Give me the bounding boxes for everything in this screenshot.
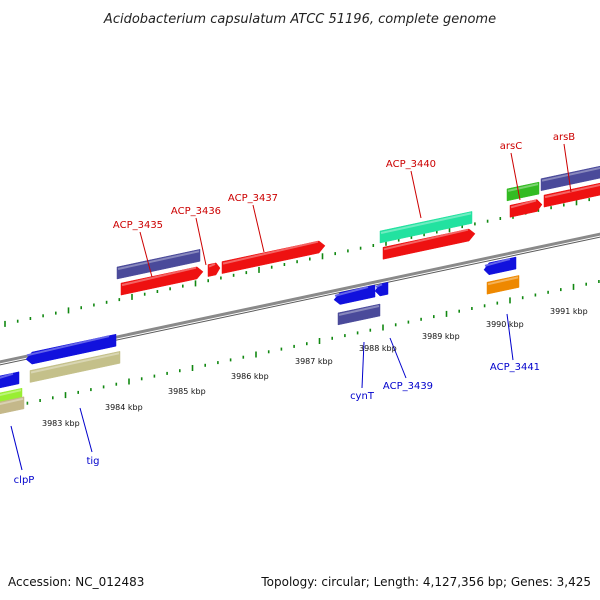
kbp-label: 3989 kbp <box>422 332 460 341</box>
gene-highlight <box>338 305 380 316</box>
gene-highlight <box>30 352 120 374</box>
gene-label-acp3435[interactable]: ACP_3435 <box>113 220 163 231</box>
gene-highlight <box>121 266 197 287</box>
label-leader-lines <box>10 143 572 471</box>
label-leader-line <box>361 341 365 389</box>
gene-highlight <box>334 286 369 297</box>
gene-features <box>0 165 600 415</box>
gene-highlight <box>0 397 24 406</box>
label-leader-line <box>195 217 207 266</box>
gene-highlight <box>0 372 14 379</box>
gene-label-cynt[interactable]: cynT <box>350 391 375 402</box>
gene-tig[interactable] <box>25 333 117 365</box>
gene-label-arsb[interactable]: arsB <box>553 132 575 143</box>
gene-acp-3441-cog[interactable] <box>486 275 520 295</box>
map-title: Acidobacterium capsulatum ATCC 51196, co… <box>103 12 496 27</box>
kbp-label: 3987 kbp <box>295 357 333 366</box>
gene-tig-cog[interactable] <box>29 350 121 383</box>
gene-highlight <box>208 263 216 268</box>
gene-acp-3437[interactable] <box>221 240 326 274</box>
gene-highlight <box>0 389 22 397</box>
accession-text: Accession: NC_012483 <box>8 575 144 589</box>
gene-highlight <box>544 183 600 199</box>
label-leader-line <box>506 313 514 361</box>
tick-marks <box>1 198 600 412</box>
kbp-label: 3983 kbp <box>42 419 80 428</box>
gene-label-acp3436[interactable]: ACP_3436 <box>171 206 221 217</box>
gene-clpp-cog2[interactable] <box>0 396 25 415</box>
label-leader-line <box>139 231 153 278</box>
label-leader-line <box>252 204 265 253</box>
gene-highlight <box>484 258 511 267</box>
label-leader-line <box>410 170 422 219</box>
label-leader-line <box>10 425 23 471</box>
kbp-label: 3984 kbp <box>105 403 143 412</box>
gene-label-acp3440[interactable]: ACP_3440 <box>386 159 436 170</box>
gene-label-tig[interactable]: tig <box>86 456 99 467</box>
gene-acp-3435-cog[interactable] <box>116 248 201 280</box>
kbp-label: 3990 kbp <box>486 320 524 329</box>
kbp-label: 3985 kbp <box>168 387 206 396</box>
kbp-label: 3986 kbp <box>231 372 269 381</box>
gene-highlight <box>507 183 539 192</box>
gene-highlight <box>222 240 319 265</box>
gene-highlight <box>375 283 383 288</box>
label-leader-line <box>389 337 407 379</box>
kbp-label: 3991 kbp <box>550 307 588 316</box>
gene-highlight <box>510 199 537 209</box>
kbp-label: 3988 kbp <box>359 344 397 353</box>
gene-highlight <box>117 250 200 270</box>
gene-label-clpp[interactable]: clpP <box>14 475 35 486</box>
label-leader-line <box>510 152 521 201</box>
label-leader-line <box>79 407 93 453</box>
topology-text: Topology: circular; Length: 4,127,356 bp… <box>260 575 591 589</box>
gene-arsb-cog[interactable] <box>540 165 600 192</box>
label-leader-line <box>563 143 572 193</box>
gene-highlight <box>383 228 469 251</box>
gene-arsc-cog[interactable] <box>506 181 540 202</box>
gene-highlight <box>380 212 472 234</box>
gene-arsb[interactable] <box>543 182 600 208</box>
gene-highlight <box>541 166 600 182</box>
gene-label-arsc[interactable]: arsC <box>500 141 522 152</box>
gene-label-acp3439[interactable]: ACP_3439 <box>383 381 433 392</box>
gene-acp-3441[interactable] <box>483 256 517 276</box>
gene-label-acp3437[interactable]: ACP_3437 <box>228 193 278 204</box>
gene-acp-3440-cog[interactable] <box>379 211 473 244</box>
gene-highlight <box>26 335 110 357</box>
gene-highlight <box>487 276 519 286</box>
gene-label-acp3441[interactable]: ACP_3441 <box>490 362 540 373</box>
gene-cynt-cog[interactable] <box>337 303 381 326</box>
gene-arsc[interactable] <box>509 199 543 218</box>
